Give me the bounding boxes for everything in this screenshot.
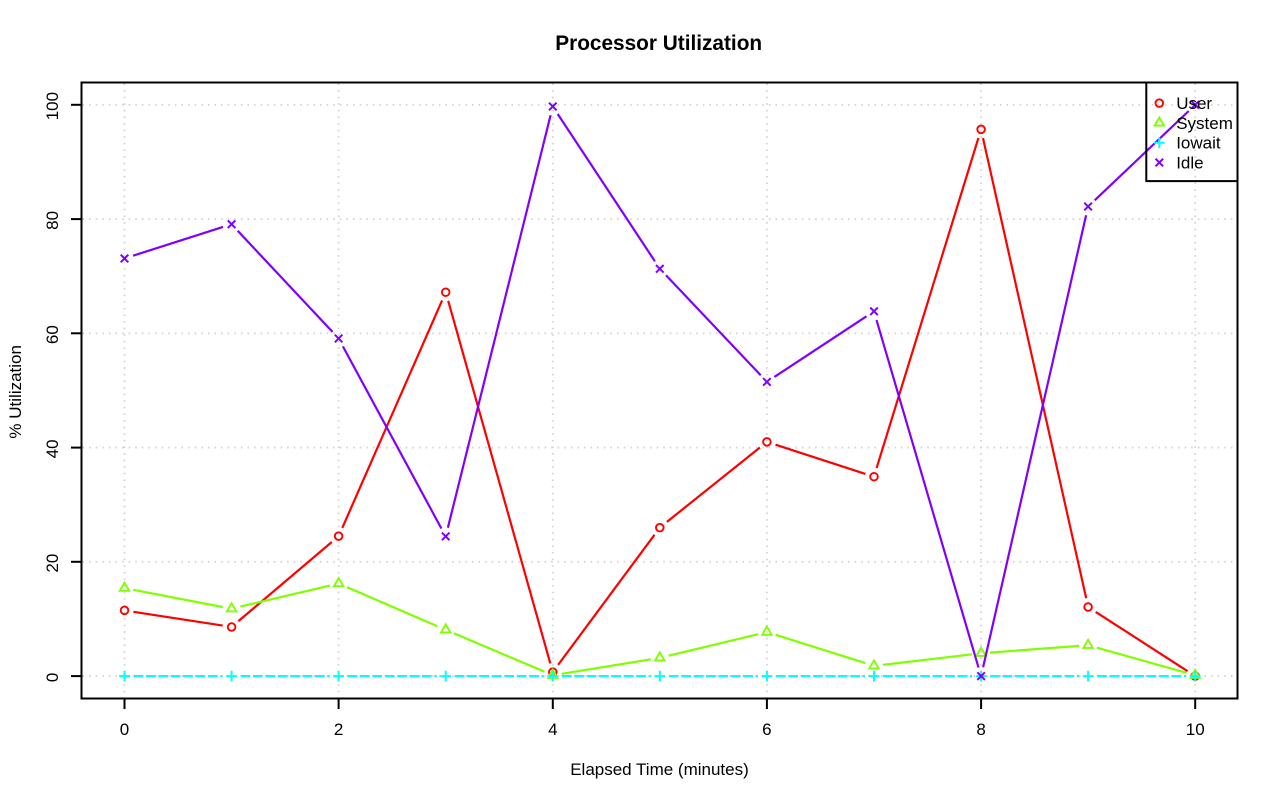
svg-text:4: 4 [548,720,557,739]
svg-text:100: 100 [43,92,62,120]
svg-text:6: 6 [762,720,771,739]
svg-text:10: 10 [1186,720,1205,739]
svg-text:80: 80 [43,211,62,230]
svg-text:System: System [1176,114,1233,133]
svg-text:User: User [1176,94,1212,113]
svg-text:2: 2 [334,720,343,739]
svg-text:8: 8 [976,720,985,739]
svg-text:60: 60 [43,325,62,344]
svg-text:Processor Utilization: Processor Utilization [555,32,762,55]
svg-text:0: 0 [43,673,62,682]
svg-text:Elapsed Time (minutes): Elapsed Time (minutes) [570,760,749,779]
svg-text:Idle: Idle [1176,154,1203,173]
svg-text:0: 0 [120,720,129,739]
svg-text:40: 40 [43,439,62,458]
svg-text:Iowait: Iowait [1176,134,1221,153]
svg-text:20: 20 [43,554,62,573]
svg-text:% Utilization: % Utilization [6,345,25,439]
